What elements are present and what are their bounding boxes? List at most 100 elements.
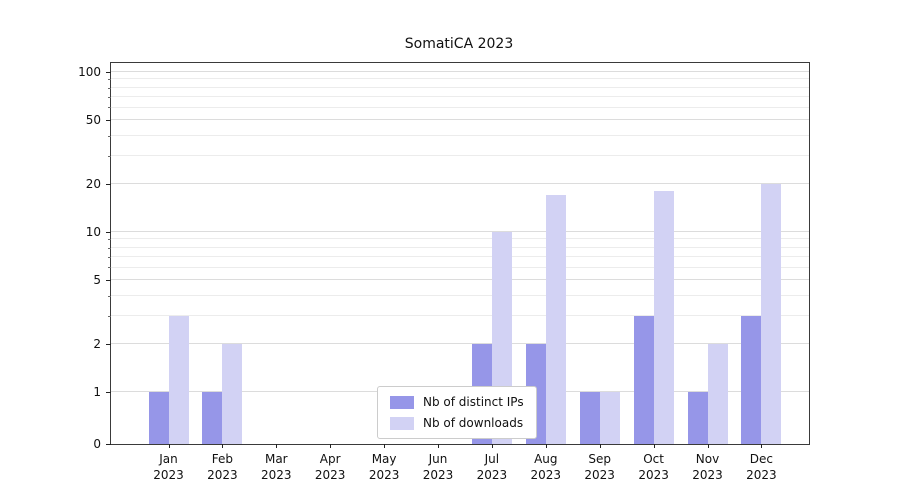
gridline-minor (111, 238, 809, 240)
x-tick-year: 2023 (314, 468, 346, 482)
x-tick-year: 2023 (584, 468, 615, 482)
y-tick-mark (106, 120, 111, 122)
bar-downloads (707, 343, 728, 444)
y-tick-mark (106, 280, 111, 282)
x-tick-month: Dec (749, 452, 773, 466)
x-tick-label: Jul 2023 (461, 451, 523, 483)
gridline-minor (111, 154, 809, 156)
x-tick-label: Aug 2023 (515, 451, 577, 483)
chart-title: SomatiCA 2023 (404, 36, 514, 52)
x-tick-mark (330, 444, 332, 448)
gridline-minor (111, 294, 809, 296)
bar-distinct-ips (579, 392, 600, 444)
x-tick-month: Mar (264, 452, 288, 466)
x-tick-label: Apr 2023 (299, 451, 361, 483)
x-tick-mark (168, 444, 170, 448)
x-tick-month: Jan (159, 452, 178, 466)
gridline-minor (111, 95, 809, 97)
x-tick-label: Jan 2023 (138, 451, 200, 483)
bar-downloads (599, 392, 620, 444)
legend-swatch-distinct-ips (390, 395, 414, 409)
y-minor-tick-mark (108, 315, 111, 317)
y-minor-tick-mark (108, 239, 111, 241)
y-tick-label: 100 (78, 65, 101, 79)
x-tick-label: Mar 2023 (245, 451, 307, 483)
x-tick-label: May 2023 (353, 451, 415, 483)
gridline-minor (111, 266, 809, 268)
x-tick-label: Jun 2023 (407, 451, 469, 483)
x-tick-mark (761, 444, 763, 448)
x-tick-month: Aug (534, 452, 558, 466)
x-tick-mark (276, 444, 278, 448)
x-tick-year: 2023 (746, 468, 777, 482)
y-tick-mark (106, 183, 111, 185)
gridline-minor (111, 314, 809, 316)
x-tick-year: 2023 (692, 468, 723, 482)
x-tick-label: Feb 2023 (191, 451, 253, 483)
bar-downloads (761, 183, 782, 444)
y-tick-label: 20 (85, 176, 101, 191)
x-tick-mark (491, 444, 493, 448)
x-tick-year: 2023 (207, 468, 238, 482)
y-tick-label: 10 (85, 225, 101, 239)
x-tick-month: Oct (643, 452, 664, 466)
y-tick-mark (106, 72, 111, 73)
bar-distinct-ips (741, 315, 762, 444)
x-tick-month: May (371, 452, 397, 466)
y-tick-label: 5 (93, 273, 101, 288)
gridline-minor (111, 78, 809, 80)
bar-distinct-ips (633, 315, 654, 444)
x-tick-year: 2023 (638, 468, 669, 482)
x-tick-label: Sep 2023 (569, 451, 631, 483)
gridline-minor (111, 134, 809, 136)
plot-area: Nb of distinct IPs Nb of downloads 0 1 2 5 1… (78, 62, 810, 482)
bar-downloads (222, 343, 243, 444)
legend-item-distinct-ips: Nb of distinct IPs (390, 395, 524, 409)
gridline-major (111, 231, 809, 232)
bar-downloads (653, 191, 674, 444)
bar-downloads (545, 195, 566, 444)
x-tick-month: Nov (695, 452, 720, 466)
x-tick-label: Oct 2023 (623, 451, 685, 483)
bar-distinct-ips (202, 392, 223, 444)
y-minor-tick-mark (108, 96, 111, 98)
x-tick-year: 2023 (422, 468, 454, 482)
legend-swatch-downloads (390, 416, 414, 430)
x-tick-mark (222, 444, 224, 448)
x-tick-mark (438, 444, 439, 448)
y-tick-mark (106, 444, 111, 445)
x-tick-year: 2023 (368, 468, 400, 482)
legend-label-distinct-ips: Nb of distinct IPs (423, 395, 524, 409)
gridline-minor (111, 86, 809, 88)
gridline-major (111, 182, 809, 184)
x-tick-month: Jul (484, 452, 500, 466)
gridline-major (111, 342, 809, 344)
y-minor-tick-mark (108, 295, 111, 297)
y-tick-mark (106, 232, 111, 233)
y-minor-tick-mark (108, 256, 111, 258)
y-minor-tick-mark (108, 135, 111, 137)
legend: Nb of distinct IPs Nb of downloads (377, 386, 537, 439)
x-tick-month: Feb (211, 452, 234, 466)
y-tick-mark (106, 392, 111, 393)
y-tick-label: 2 (93, 336, 101, 351)
x-tick-mark (384, 444, 386, 448)
x-tick-mark (707, 444, 709, 448)
y-minor-tick-mark (108, 155, 111, 157)
bar-downloads (168, 315, 189, 444)
x-tick-mark (653, 444, 655, 448)
x-tick-month: Jun (428, 452, 448, 466)
y-tick-label: 1 (93, 385, 101, 399)
y-minor-tick-mark (108, 107, 111, 109)
y-minor-tick-mark (108, 79, 111, 81)
y-minor-tick-mark (108, 247, 111, 249)
bar-distinct-ips (148, 392, 169, 444)
x-tick-month: Apr (319, 452, 341, 466)
x-tick-year: 2023 (261, 468, 292, 482)
y-minor-tick-mark (108, 87, 111, 89)
gridline-major (111, 279, 809, 281)
x-tick-label: Nov 2023 (677, 451, 739, 483)
x-tick-year: 2023 (476, 468, 508, 482)
gridline-minor (111, 246, 809, 248)
